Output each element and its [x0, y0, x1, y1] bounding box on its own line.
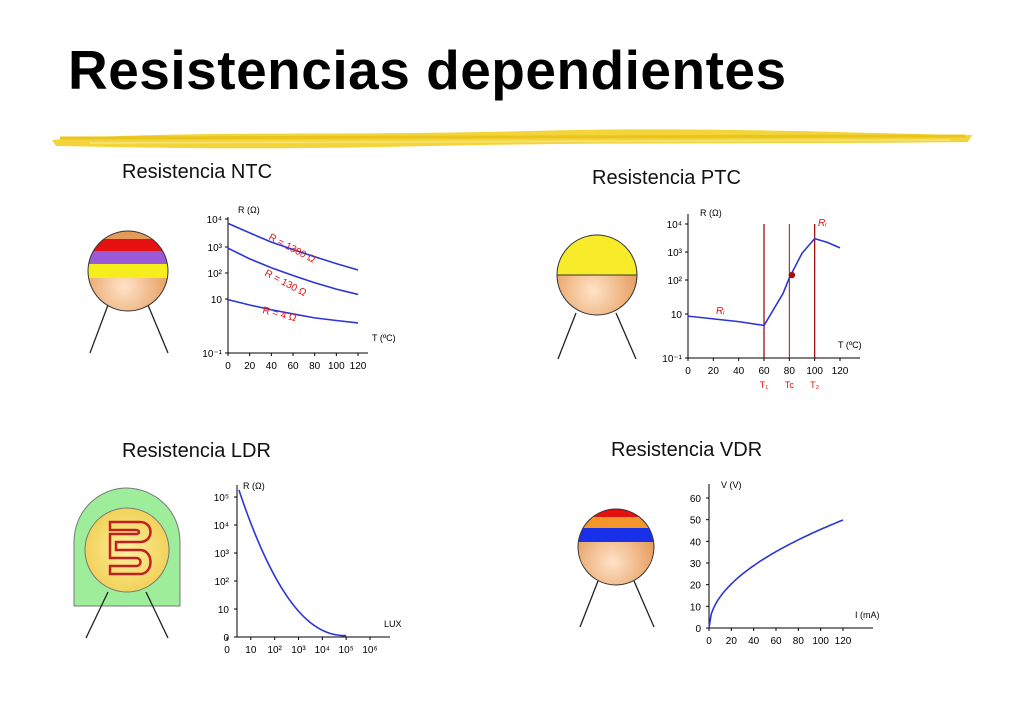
y-tick-label: 10³ [215, 549, 230, 560]
x-tick-label: 10 [245, 645, 257, 656]
y-tick-label: 40 [690, 537, 702, 548]
y-axis-label: V (V) [721, 480, 742, 490]
x-axis-label: T (ºC) [372, 333, 396, 343]
x-tick-label: 60 [758, 366, 770, 377]
y-tick-label: 30 [690, 559, 702, 570]
x-tick-label: 120 [350, 361, 367, 372]
x-tick-label: 0 [706, 636, 712, 647]
ldr-resistor-icon [73, 487, 181, 639]
y-tick-label: 10² [668, 276, 683, 287]
y-tick-label: 10⁻¹ [202, 349, 222, 360]
ptc-resistor-icon [556, 234, 638, 360]
x-tick-label: 40 [748, 636, 760, 647]
ntc-chart: 0 20 40 60 80 100 120 10⁻¹ 10 10² 10³ 10⁴ R (Ω) T (ºC… [202, 205, 396, 372]
y-tick-label: 10³ [208, 243, 223, 254]
x-tick-label: 40 [266, 361, 278, 372]
x-tick-label: 20 [708, 366, 720, 377]
x-tick-label: 120 [832, 366, 849, 377]
ldr-title: Resistencia LDR [122, 440, 271, 462]
y-tick-label: 10² [208, 269, 223, 280]
y-tick-label: 20 [690, 581, 702, 592]
x-tick-label: 20 [244, 361, 256, 372]
ntc-title: Resistencia NTC [122, 161, 273, 183]
slide-title: Resistencias dependientes [68, 39, 787, 101]
x-tick-label: 100 [812, 636, 829, 647]
y-tick-label: 60 [690, 494, 702, 505]
y-tick-label: 10⁵ [214, 493, 229, 504]
ptc-title: Resistencia PTC [592, 167, 741, 189]
y-tick-label: 10 [211, 295, 223, 306]
series-line [687, 237, 841, 327]
curve-label: Rᵢ [716, 306, 725, 317]
series-line-3 [227, 298, 359, 324]
x-tick-label: 10⁴ [315, 645, 330, 656]
x-tick-label: 0 [685, 366, 691, 377]
x-tick-label: 100 [806, 366, 823, 377]
x-tick-label: 120 [835, 636, 852, 647]
tc-point [788, 271, 796, 279]
y-axis-label: R (Ω) [700, 208, 722, 218]
x-tick-label: 0 [224, 645, 230, 656]
y-axis-label: R (Ω) [238, 205, 260, 215]
x-tick-label: 60 [287, 361, 299, 372]
y-tick-label: 10³ [668, 248, 683, 259]
x-axis-label: I (mA) [855, 610, 880, 620]
marker-label: T₂ [810, 380, 819, 390]
vdr-chart: V (V) I (mA) 0 10 20 30 40 50 60 0 20 40 60 80 100 120 [690, 480, 880, 647]
x-tick-label: 40 [733, 366, 745, 377]
marker-label: Tc [785, 380, 795, 390]
x-tick-label: 100 [328, 361, 345, 372]
x-tick-label: 10⁵ [339, 645, 354, 656]
y-tick-label: 0 [223, 633, 229, 644]
x-tick-label: 80 [784, 366, 796, 377]
y-tick-label: 50 [690, 516, 702, 527]
x-tick-label: 10³ [291, 645, 306, 656]
x-tick-label: 0 [225, 361, 231, 372]
y-tick-label: 10 [218, 605, 230, 616]
y-tick-label: 10⁴ [667, 220, 682, 231]
x-tick-label: 20 [726, 636, 738, 647]
x-axis-label: LUX [384, 619, 402, 629]
marker-label: T₁ [760, 380, 769, 390]
vdr-title: Resistencia VDR [611, 439, 763, 461]
x-tick-label: 60 [770, 636, 782, 647]
curve-label: Rᵢ [818, 218, 827, 229]
series-line [708, 519, 844, 629]
y-tick-label: 10⁻¹ [662, 354, 682, 365]
series-line [238, 489, 347, 637]
series-line-2 [227, 247, 359, 296]
y-axis-label: R (Ω) [243, 481, 265, 491]
x-tick-label: 80 [793, 636, 805, 647]
series-label: R = 1300 Ω [267, 232, 318, 266]
y-tick-label: 10⁴ [214, 521, 229, 532]
highlighter-stroke [52, 129, 972, 149]
x-tick-label: 10⁶ [362, 645, 377, 656]
series-line-1 [227, 222, 359, 271]
y-tick-label: 10⁴ [207, 215, 222, 226]
x-axis-label: T (ºC) [838, 340, 862, 350]
y-tick-label: 10 [690, 602, 702, 613]
y-tick-label: 0 [695, 624, 701, 635]
series-label: R = 4 Ω [261, 305, 298, 324]
ldr-chart: R (Ω) LUX 0 10 10² 10³ 10⁴ 10⁵ 0 10 10² 10³ 10⁴ 10⁵ 10… [214, 481, 402, 656]
ptc-chart: R (Ω) T (ºC) 10⁻¹ 10 10² 10³ 10⁴ 0 20 40 60 80 100 12… [662, 208, 862, 390]
x-tick-label: 80 [309, 361, 321, 372]
vdr-resistor-icon [577, 508, 655, 628]
y-tick-label: 10 [671, 310, 683, 321]
ntc-resistor-icon [87, 230, 169, 354]
x-tick-label: 10² [267, 645, 282, 656]
y-tick-label: 10² [215, 577, 230, 588]
